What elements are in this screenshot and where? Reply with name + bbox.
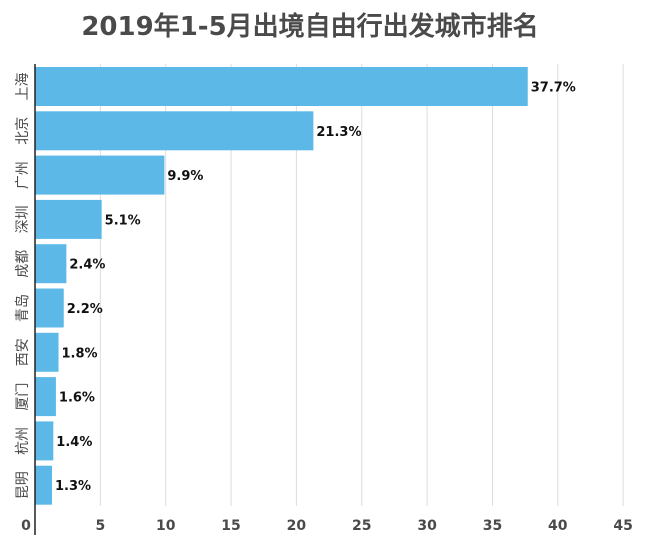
data-label: 1.8% [62, 346, 98, 361]
bar [35, 67, 528, 106]
y-tick-label: 成都 [15, 250, 31, 278]
bar [35, 155, 165, 195]
x-tick-label: 10 [156, 518, 176, 534]
data-label: 21.3% [316, 125, 361, 140]
y-tick-label: 上海 [15, 73, 31, 101]
bar [35, 111, 314, 151]
x-tick-label: 5 [95, 518, 105, 534]
y-tick-label: 昆明 [15, 471, 31, 499]
bar [35, 199, 102, 239]
y-tick-label: 深圳 [15, 205, 31, 233]
data-label: 1.3% [55, 479, 91, 494]
data-label: 2.2% [67, 302, 103, 317]
bar [35, 332, 59, 372]
chart-title: 2019年1-5月出境自由行出发城市排名 [81, 12, 539, 42]
bar [35, 465, 52, 505]
x-tick-label: 0 [21, 518, 31, 534]
y-tick-label: 西安 [15, 338, 31, 366]
x-tick-label: 15 [221, 518, 240, 534]
bar [35, 421, 54, 461]
y-tick-label: 北京 [15, 117, 31, 145]
x-tick-label: 20 [287, 518, 307, 534]
x-tick-label: 30 [417, 518, 437, 534]
data-label: 2.4% [69, 258, 105, 273]
data-label: 1.4% [56, 435, 92, 450]
y-tick-label: 杭州 [15, 427, 31, 455]
y-tick-label: 厦门 [15, 383, 31, 411]
data-labels: 37.7% 21.3% 9.9% 5.1% 2.4% 2.2% 1.8% 1.6% 1.4% 1.… [55, 81, 576, 495]
bar [35, 244, 67, 284]
y-tick-label: 青岛 [15, 294, 31, 322]
data-label: 9.9% [167, 169, 203, 184]
bar [35, 377, 56, 417]
y-tick-label: 广州 [15, 161, 31, 189]
data-label: 37.7% [531, 81, 576, 96]
data-label: 1.6% [59, 391, 95, 406]
x-tick-label: 45 [613, 518, 632, 534]
data-label: 5.1% [105, 213, 141, 228]
bar [35, 288, 64, 328]
x-tick-label: 40 [548, 518, 568, 534]
x-tick-label: 35 [483, 518, 502, 534]
x-tick-label: 25 [352, 518, 371, 534]
bars [35, 67, 528, 505]
x-axis-labels: 0 5 10 15 20 25 30 35 40 45 [21, 518, 633, 534]
